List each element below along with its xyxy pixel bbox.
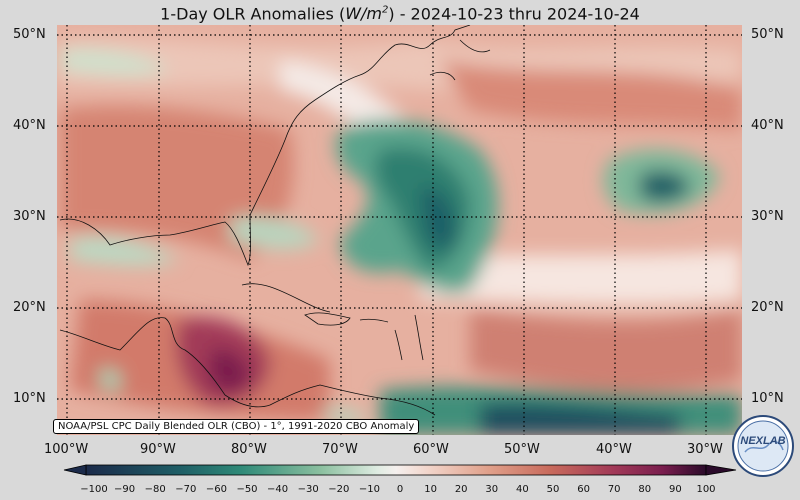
lat-label-left-40: 40°N [13, 118, 46, 133]
colorbar-tick-label: −20 [328, 484, 350, 495]
colorbar-tick-label: −90 [114, 484, 136, 495]
logo-text: NEXLAB [740, 435, 785, 447]
title-prefix: 1-Day OLR Anomalies ( [160, 4, 346, 24]
colorbar-tick-label: −50 [236, 484, 258, 495]
colorbar-tick-label: 70 [607, 484, 621, 495]
lon-label-50w: 50°W [504, 442, 540, 457]
colorbar-tick-label: 20 [454, 484, 468, 495]
colorbar-tick-label: 90 [669, 484, 682, 495]
lat-label-left-30: 30°N [13, 209, 46, 224]
colorbar-tick-label: 10 [424, 484, 437, 495]
colorbar-tick-label: −100 [80, 484, 108, 495]
lat-label-left-10: 10°N [13, 391, 46, 406]
title-unit-exponent: 2 [381, 5, 389, 16]
title-unit: W/m [345, 4, 382, 24]
nexlab-logo[interactable]: NEXLAB [731, 414, 795, 478]
colorbar-tick-label: −70 [175, 484, 197, 495]
lon-label-60w: 60°W [413, 442, 449, 457]
graticule [57, 25, 742, 435]
lon-label-100w: 100°W [44, 442, 89, 457]
data-source-note: NOAA/PSL CPC Daily Blended OLR (CBO) - 1… [53, 419, 420, 434]
colorbar-tick-label: 30 [485, 484, 499, 495]
colorbar-tick-label: −30 [297, 484, 319, 495]
colorbar-tick-label: −10 [358, 484, 380, 495]
lat-label-right-50: 50°N [751, 27, 784, 42]
coastlines [59, 25, 491, 416]
lon-label-30w: 30°W [687, 442, 723, 457]
colorbar-tick-label: −60 [205, 484, 227, 495]
lon-label-90w: 90°W [140, 442, 176, 457]
colorbar-tick-label: −80 [144, 484, 166, 495]
anomaly-field [57, 25, 742, 435]
lat-label-left-50: 50°N [13, 27, 46, 42]
colorbar-tick-label: 60 [577, 484, 590, 495]
lat-label-right-20: 20°N [751, 300, 784, 315]
colorbar-tick-label: 80 [638, 484, 652, 495]
colorbar [63, 464, 737, 476]
lon-label-80w: 80°W [231, 442, 267, 457]
lat-label-right-40: 40°N [751, 118, 784, 133]
title-suffix: ) - 2024-10-23 thru 2024-10-24 [388, 4, 640, 24]
colorbar-tick-label: 0 [396, 484, 404, 495]
colorbar-tick-label: 40 [516, 484, 529, 495]
lat-label-right-30: 30°N [751, 209, 784, 224]
colorbar-tick-label: 100 [696, 484, 716, 495]
colorbar-tick-label: 50 [546, 484, 560, 495]
lat-label-left-20: 20°N [13, 300, 46, 315]
colorbar-tick-label: −40 [267, 484, 289, 495]
lat-label-right-10: 10°N [751, 391, 784, 406]
map-title: 1-Day OLR Anomalies (W/m2) - 2024-10-23 … [0, 0, 800, 24]
lon-label-40w: 40°W [596, 442, 632, 457]
lon-label-70w: 70°W [322, 442, 358, 457]
